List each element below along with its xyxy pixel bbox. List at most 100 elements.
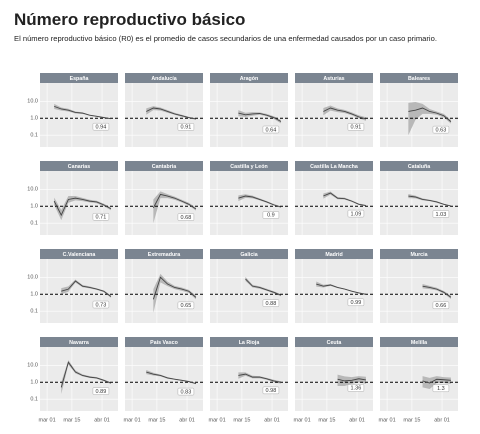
strip <box>380 337 458 347</box>
panel-background <box>40 171 118 235</box>
y-tick-label: 10.0 <box>27 275 38 281</box>
x-tick-label: mar 01 <box>379 417 396 423</box>
value-label: 0.98 <box>266 388 277 394</box>
r0-line <box>238 112 282 122</box>
x-tick-label: mar 15 <box>403 417 420 423</box>
strip <box>210 249 288 259</box>
y-tick-label: 1.0 <box>30 380 38 386</box>
panel-title: Melilla <box>411 340 427 346</box>
panel-background <box>210 259 288 323</box>
y-tick-label: 1.0 <box>30 292 38 298</box>
x-tick-label: abr 01 <box>94 417 110 423</box>
value-label-box <box>177 213 195 221</box>
strip <box>40 161 118 171</box>
value-label: 0.63 <box>436 127 447 133</box>
x-tick-label: abr 01 <box>434 417 450 423</box>
panel-title: Castilla y León <box>230 164 267 170</box>
value-label: 0.91 <box>181 125 192 131</box>
value-label-box <box>347 209 365 218</box>
value-label: 0.99 <box>351 300 362 306</box>
value-label-box <box>262 386 280 395</box>
y-tick-label: 1.0 <box>30 116 38 122</box>
value-label-box <box>432 210 450 218</box>
panel-title: País Vasco <box>150 340 178 346</box>
value-label-box <box>347 298 365 306</box>
y-tick-label: 10.0 <box>27 363 38 369</box>
value-label: 0.91 <box>351 125 362 131</box>
value-label-box <box>262 211 280 219</box>
panel-title: Asturias <box>323 76 344 82</box>
panel-background <box>210 171 288 235</box>
r0-line <box>408 195 452 207</box>
value-label: 0.68 <box>181 215 192 221</box>
confidence-band <box>408 102 451 136</box>
r0-line <box>422 285 452 298</box>
y-tick-label: 0.1 <box>30 133 38 139</box>
strip <box>40 337 118 347</box>
confidence-band <box>238 194 281 208</box>
r0-line <box>146 371 197 385</box>
r0-line <box>323 107 367 120</box>
strip <box>295 249 373 259</box>
panel-title: Andalucía <box>151 76 176 82</box>
panel-background <box>380 259 458 323</box>
value-label-box <box>262 299 280 307</box>
strip <box>380 161 458 171</box>
r0-line <box>146 107 196 120</box>
panel-title: Galicia <box>240 252 257 258</box>
x-tick-label: mar 15 <box>148 417 165 423</box>
r0-line <box>245 278 282 296</box>
value-label: 0.83 <box>181 389 192 395</box>
strip <box>380 249 458 259</box>
chart-title: Número reproductivo básico <box>14 10 246 29</box>
value-label-box <box>92 122 110 131</box>
strip <box>125 161 203 171</box>
panel-background <box>125 259 203 323</box>
x-tick-label: mar 01 <box>124 417 141 423</box>
r0-line <box>238 373 282 383</box>
x-tick-label: mar 01 <box>294 417 311 423</box>
panel-background <box>40 347 118 411</box>
r0-line <box>152 276 197 300</box>
confidence-band <box>61 279 111 298</box>
value-label: 1.03 <box>436 212 447 218</box>
panel-title: Ceuta <box>327 340 342 346</box>
strip <box>210 73 288 83</box>
panel-title: Castilla La Mancha <box>310 164 358 170</box>
panel-background <box>40 259 118 323</box>
value-label-box <box>347 384 365 392</box>
value-label-box <box>432 301 450 309</box>
x-tick-label: mar 15 <box>233 417 250 423</box>
y-tick-label: 10.0 <box>27 187 38 193</box>
panel-background <box>40 83 118 147</box>
value-label-box <box>92 387 110 395</box>
panel-title: Cantabria <box>152 164 176 170</box>
strip <box>40 73 118 83</box>
value-label: 0.66 <box>436 303 447 309</box>
r0-line <box>54 105 111 120</box>
x-tick-label: mar 01 <box>209 417 226 423</box>
panel-title: La Rioja <box>239 340 260 346</box>
value-label-box <box>177 123 195 131</box>
r0-line <box>408 107 452 122</box>
r0-line <box>152 193 197 210</box>
strip <box>40 249 118 259</box>
r0-line <box>323 192 366 207</box>
value-label: 1.3 <box>437 386 445 392</box>
panel-title: España <box>70 76 89 82</box>
panel-background <box>295 171 373 235</box>
strip <box>210 161 288 171</box>
chart-subtitle: El número reproductivo básico (R0) es el… <box>14 34 437 43</box>
r0-line <box>337 378 366 382</box>
r0-line <box>61 280 112 297</box>
value-label: 0.94 <box>96 124 107 130</box>
strip <box>380 73 458 83</box>
value-label-box <box>177 387 195 396</box>
value-label: 1.09 <box>351 211 362 217</box>
value-label-box <box>432 384 450 392</box>
value-label-box <box>92 213 110 221</box>
confidence-band <box>153 273 196 313</box>
panel-title: Baleares <box>408 76 430 82</box>
value-label: 1.36 <box>351 386 362 392</box>
